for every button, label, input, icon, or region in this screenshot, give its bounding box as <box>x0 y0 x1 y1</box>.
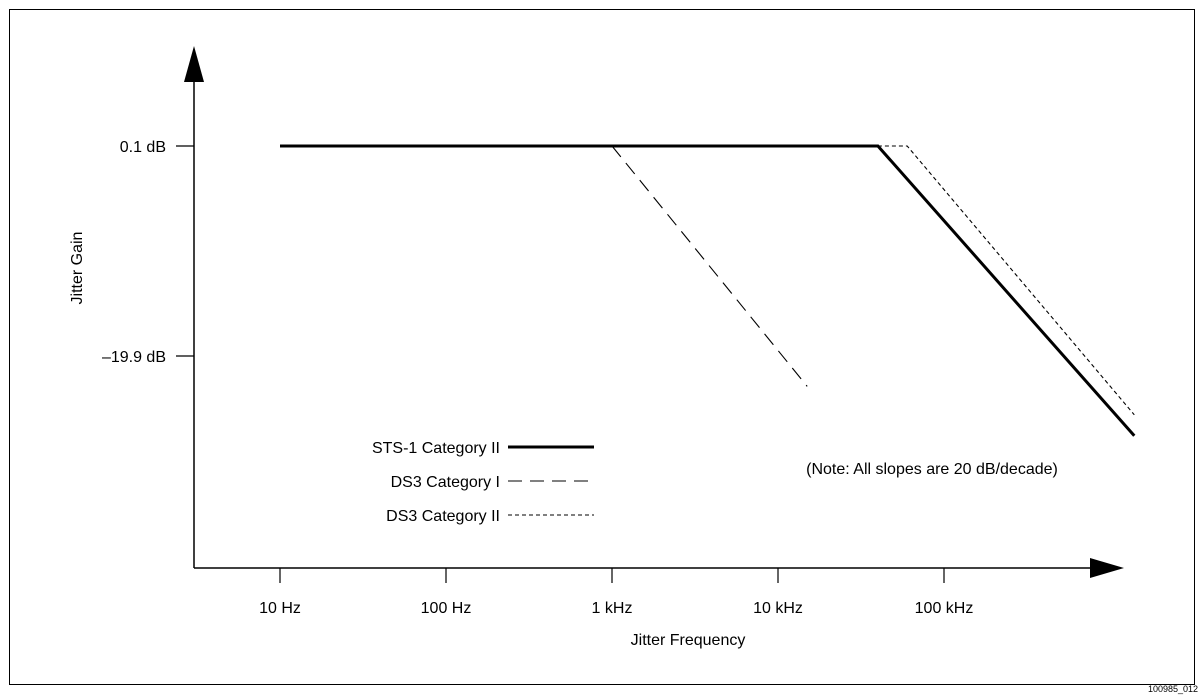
x-axis-arrow-icon <box>1090 558 1124 578</box>
legend-label: DS3 Category II <box>386 508 500 525</box>
x-tick-label: 100 Hz <box>421 600 472 617</box>
legend-label: STS-1 Category II <box>372 440 500 457</box>
axes <box>184 46 1124 578</box>
slope-note: (Note: All slopes are 20 dB/decade) <box>806 461 1058 478</box>
series-line-2 <box>611 145 808 387</box>
figure-frame <box>9 9 1195 685</box>
figure-id: 100985_012 <box>1147 684 1198 694</box>
y-tick-label: –19.9 dB <box>102 349 166 366</box>
x-tick-label: 1 kHz <box>592 600 633 617</box>
x-tick-label: 10 kHz <box>753 600 803 617</box>
x-tick-label: 100 kHz <box>915 600 974 617</box>
y-ticks: 0.1 dB –19.9 dB <box>102 139 194 366</box>
y-tick-label: 0.1 dB <box>120 139 166 156</box>
x-ticks: 10 Hz 100 Hz 1 kHz 10 kHz 100 kHz <box>259 568 973 617</box>
series-line-1 <box>280 144 1136 437</box>
y-axis-arrow-icon <box>184 46 204 82</box>
series-line-3 <box>877 145 1135 416</box>
y-axis-title: Jitter Gain <box>69 232 86 305</box>
legend: STS-1 Category II DS3 Category I DS3 Categ… <box>372 440 594 525</box>
x-tick-label: 10 Hz <box>259 600 301 617</box>
series-lines <box>280 144 1136 437</box>
x-axis-title: Jitter Frequency <box>631 632 746 649</box>
legend-label: DS3 Category I <box>391 474 500 491</box>
